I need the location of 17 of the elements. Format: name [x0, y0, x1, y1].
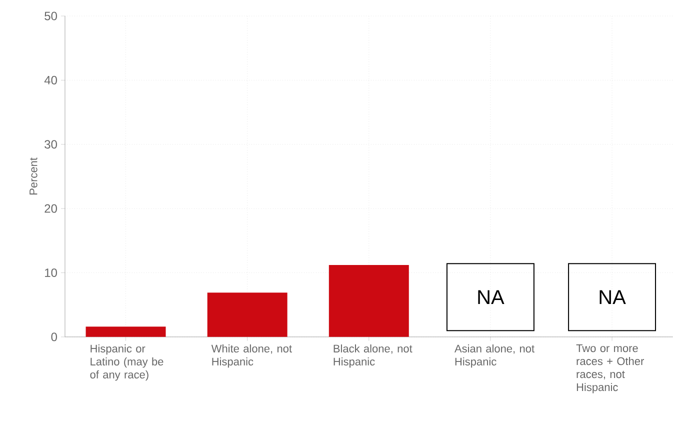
bar	[328, 265, 409, 337]
bar	[86, 326, 166, 337]
y-axis-title: Percent	[30, 158, 38, 195]
text: NA	[600, 290, 626, 304]
y-tick-label: 10	[45, 268, 57, 278]
text: NA	[478, 290, 504, 304]
x-tick-label: Hispanic or Latino (may be of any race)	[90, 344, 164, 381]
y-tick-label: 40	[44, 76, 57, 84]
x-tick-label: Black alone, not Hispanic	[334, 344, 412, 368]
y-tick-label: 50	[44, 12, 57, 20]
x-tick-label: Two or more races + Other races, not Hispanic	[576, 344, 644, 394]
y-tick-label: 0	[51, 332, 57, 342]
bar	[207, 292, 288, 337]
y-tick-label: 30	[44, 140, 57, 149]
x-tick-label: White alone, not Hispanic	[211, 344, 292, 368]
y-tick-label: 20	[44, 204, 57, 213]
x-tick-label: Asian alone, not Hispanic	[454, 344, 534, 368]
